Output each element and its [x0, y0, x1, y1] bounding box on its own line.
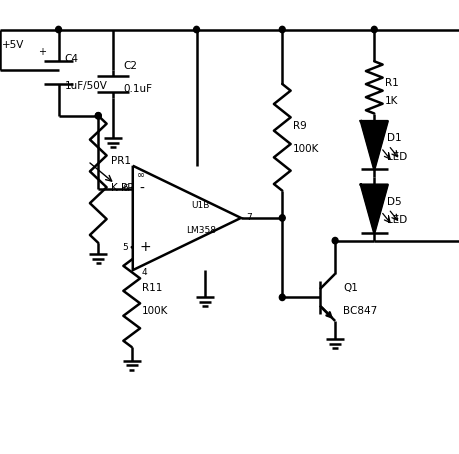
Text: -: -	[139, 182, 144, 196]
Text: 6: 6	[122, 184, 128, 193]
Text: K PRESET: K PRESET	[111, 183, 160, 193]
Circle shape	[279, 294, 285, 301]
Text: D1: D1	[386, 133, 401, 143]
Polygon shape	[360, 185, 387, 233]
Text: LM358: LM358	[185, 226, 215, 235]
Text: C2: C2	[123, 61, 137, 71]
Text: 7: 7	[246, 213, 251, 222]
Text: +: +	[38, 47, 46, 57]
Polygon shape	[133, 166, 241, 270]
Circle shape	[56, 26, 62, 33]
Circle shape	[193, 26, 199, 33]
Circle shape	[279, 215, 285, 221]
Text: +5V: +5V	[2, 40, 24, 50]
Text: ∞: ∞	[137, 170, 145, 180]
Text: D5: D5	[386, 197, 401, 207]
Text: BC847: BC847	[343, 306, 377, 316]
Text: Q1: Q1	[343, 283, 358, 293]
Circle shape	[370, 26, 376, 33]
Circle shape	[331, 237, 337, 244]
Text: U1B: U1B	[191, 201, 209, 210]
Circle shape	[95, 113, 101, 119]
Polygon shape	[360, 121, 387, 169]
Text: 100K: 100K	[142, 306, 168, 316]
Text: C4: C4	[65, 54, 78, 64]
Text: PR1: PR1	[111, 156, 130, 166]
Text: R11: R11	[142, 283, 162, 293]
Circle shape	[95, 113, 101, 119]
Text: 1K: 1K	[384, 96, 397, 106]
Text: 1uF/50V: 1uF/50V	[65, 81, 107, 91]
Text: R9: R9	[292, 121, 306, 131]
Text: LED: LED	[386, 152, 406, 162]
Text: +: +	[139, 240, 151, 254]
Text: 5: 5	[122, 242, 128, 252]
Text: 0.1uF: 0.1uF	[123, 84, 152, 94]
Circle shape	[279, 26, 285, 33]
Text: R1: R1	[384, 78, 397, 88]
Text: 100K: 100K	[292, 143, 319, 154]
Text: 4: 4	[141, 268, 146, 277]
Text: LED: LED	[386, 215, 406, 225]
